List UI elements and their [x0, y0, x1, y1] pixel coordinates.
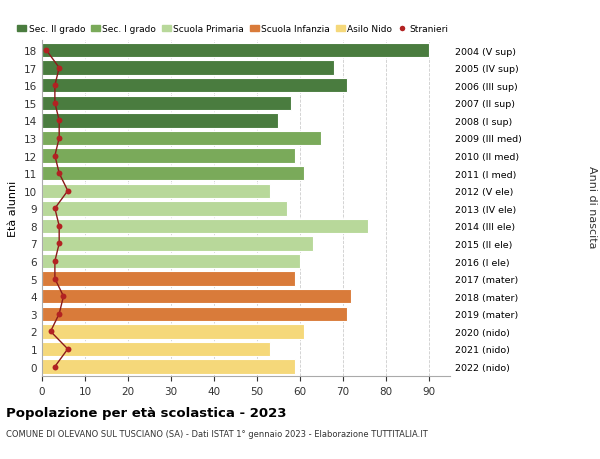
- Point: [46, 328, 55, 336]
- Bar: [42, 114, 278, 129]
- Bar: [42, 167, 304, 181]
- Bar: [42, 254, 299, 269]
- Y-axis label: Età alunni: Età alunni: [8, 181, 19, 237]
- Bar: [42, 342, 269, 356]
- Bar: [42, 131, 321, 146]
- Bar: [42, 202, 287, 216]
- Text: Anni di nascita: Anni di nascita: [587, 165, 597, 248]
- Point: [50, 258, 59, 265]
- Bar: [42, 359, 295, 374]
- Text: Popolazione per età scolastica - 2023: Popolazione per età scolastica - 2023: [6, 406, 287, 419]
- Point: [50, 82, 59, 90]
- Point: [50, 205, 59, 213]
- Bar: [42, 184, 269, 198]
- Point: [55, 223, 64, 230]
- Bar: [42, 237, 313, 251]
- Bar: [42, 325, 304, 339]
- Point: [50, 275, 59, 283]
- Bar: [42, 62, 334, 76]
- Text: COMUNE DI OLEVANO SUL TUSCIANO (SA) - Dati ISTAT 1° gennaio 2023 - Elaborazione : COMUNE DI OLEVANO SUL TUSCIANO (SA) - Da…: [6, 429, 428, 438]
- Point: [63, 346, 73, 353]
- Bar: [42, 272, 295, 286]
- Point: [50, 100, 59, 107]
- Point: [50, 363, 59, 370]
- Point: [55, 118, 64, 125]
- Point: [50, 152, 59, 160]
- Point: [55, 135, 64, 142]
- Point: [59, 293, 68, 300]
- Bar: [42, 307, 347, 321]
- Bar: [42, 149, 295, 163]
- Point: [55, 240, 64, 247]
- Legend: Sec. II grado, Sec. I grado, Scuola Primaria, Scuola Infanzia, Asilo Nido, Stran: Sec. II grado, Sec. I grado, Scuola Prim…: [13, 22, 452, 38]
- Point: [63, 188, 73, 195]
- Point: [55, 170, 64, 178]
- Bar: [42, 219, 368, 234]
- Bar: [42, 289, 351, 304]
- Bar: [42, 44, 428, 58]
- Bar: [42, 96, 291, 111]
- Point: [41, 47, 51, 55]
- Point: [55, 310, 64, 318]
- Point: [55, 65, 64, 72]
- Bar: [42, 79, 347, 93]
